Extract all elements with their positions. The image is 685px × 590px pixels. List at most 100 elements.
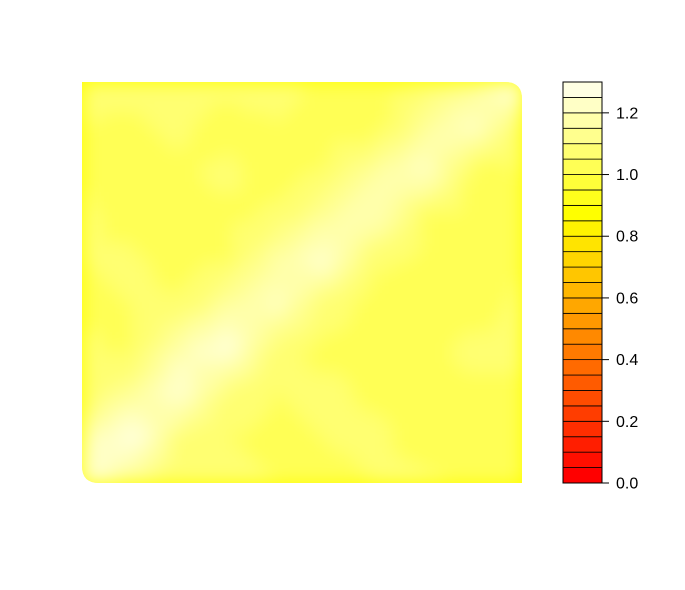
contour-cell (192, 82, 203, 93)
contour-cell (252, 262, 263, 274)
contour-cell (282, 322, 293, 334)
contour-cell (512, 322, 522, 334)
contour-cell (482, 252, 493, 264)
contour-cell (342, 352, 353, 364)
contour-cell (502, 312, 513, 324)
contour-cell (182, 302, 193, 314)
contour-cell (352, 182, 363, 193)
contour-cell (232, 332, 243, 344)
contour-cell (222, 342, 233, 354)
contour-cell (232, 212, 243, 223)
contour-cell (382, 422, 393, 434)
contour-cell (152, 402, 163, 414)
contour-cell (102, 442, 113, 454)
contour-cell (452, 282, 463, 294)
contour-cell (452, 182, 463, 193)
contour-cell (272, 442, 283, 454)
contour-cell (412, 112, 423, 123)
contour-cell (192, 322, 203, 334)
contour-cell (342, 222, 353, 233)
contour-cell (232, 292, 243, 304)
contour-cell (482, 272, 493, 284)
contour-cell (252, 182, 263, 193)
contour-cell (332, 102, 343, 113)
contour-cell (172, 282, 183, 294)
contour-cell (392, 132, 403, 143)
contour-cell (282, 102, 293, 113)
contour-cell (242, 122, 253, 133)
contour-cell (332, 282, 343, 294)
contour-cell (312, 202, 323, 213)
contour-cell (142, 142, 153, 153)
contour-cell (212, 322, 223, 334)
contour-cell (272, 322, 283, 334)
contour-cell (352, 322, 363, 334)
contour-cell (102, 122, 113, 133)
contour-cell (222, 102, 233, 113)
contour-cell (182, 232, 193, 244)
contour-cell (442, 262, 453, 274)
contour-cell (282, 302, 293, 314)
contour-cell (162, 232, 173, 244)
contour-cell (512, 342, 522, 354)
contour-cell (322, 472, 333, 483)
contour-cell (492, 122, 503, 133)
contour-cell (412, 472, 423, 483)
contour-cell (432, 122, 443, 133)
contour-cell (402, 402, 413, 414)
contour-cell (282, 132, 293, 143)
contour-cell (122, 182, 133, 193)
contour-cell (302, 142, 313, 153)
contour-cell (292, 462, 303, 474)
contour-cell (342, 242, 353, 254)
contour-cell (172, 152, 183, 163)
contour-cell (122, 452, 133, 464)
contour-cell (182, 342, 193, 354)
contour-cell (282, 432, 293, 444)
contour-cell (322, 292, 333, 304)
contour-cell (162, 102, 173, 113)
contour-cell (182, 352, 193, 364)
contour-cell (212, 252, 223, 264)
contour-cell (262, 422, 273, 434)
contour-cell (252, 102, 263, 113)
contour-cell (262, 372, 273, 384)
contour-cell (242, 282, 253, 294)
contour-cell (472, 422, 483, 434)
contour-cell (322, 202, 333, 213)
contour-cell (392, 262, 403, 274)
contour-cell (512, 232, 522, 244)
colorbar-level (562, 374, 603, 391)
contour-cell (322, 462, 333, 474)
contour-cell (132, 212, 143, 223)
contour-cell (472, 372, 483, 384)
contour-cell (422, 402, 433, 414)
contour-cell (312, 282, 323, 294)
contour-cell (82, 412, 93, 424)
contour-cell (402, 332, 413, 344)
contour-cell (162, 122, 173, 133)
contour-cell (402, 302, 413, 314)
contour-cell (262, 392, 273, 404)
contour-cell (162, 172, 173, 183)
contour-cell (312, 392, 323, 404)
contour-cell (272, 262, 283, 274)
contour-cell (252, 112, 263, 123)
contour-cell (92, 462, 103, 474)
contour-cell (362, 362, 373, 374)
contour-cell (122, 142, 133, 153)
contour-cell (362, 342, 373, 354)
contour-cell (182, 212, 193, 223)
contour-cell (412, 412, 423, 424)
contour-cell (432, 152, 443, 163)
contour-cell (362, 472, 373, 483)
contour-cell (82, 432, 93, 444)
contour-cell (422, 92, 433, 103)
contour-cell (502, 292, 513, 304)
contour-cell (322, 102, 333, 113)
contour-cell (112, 302, 123, 314)
contour-cell (252, 422, 263, 434)
contour-cell (392, 402, 403, 414)
contour-cell (292, 272, 303, 284)
contour-cell (322, 122, 333, 133)
